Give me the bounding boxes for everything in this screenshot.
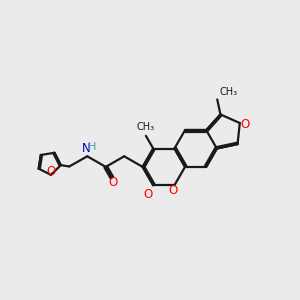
Text: H: H: [88, 142, 96, 152]
Text: N: N: [82, 142, 90, 155]
Text: O: O: [108, 176, 117, 189]
Text: CH₃: CH₃: [220, 87, 238, 97]
Text: O: O: [241, 118, 250, 131]
Text: O: O: [143, 188, 153, 201]
Text: O: O: [46, 165, 56, 178]
Text: CH₃: CH₃: [137, 122, 155, 132]
Text: O: O: [168, 184, 178, 197]
